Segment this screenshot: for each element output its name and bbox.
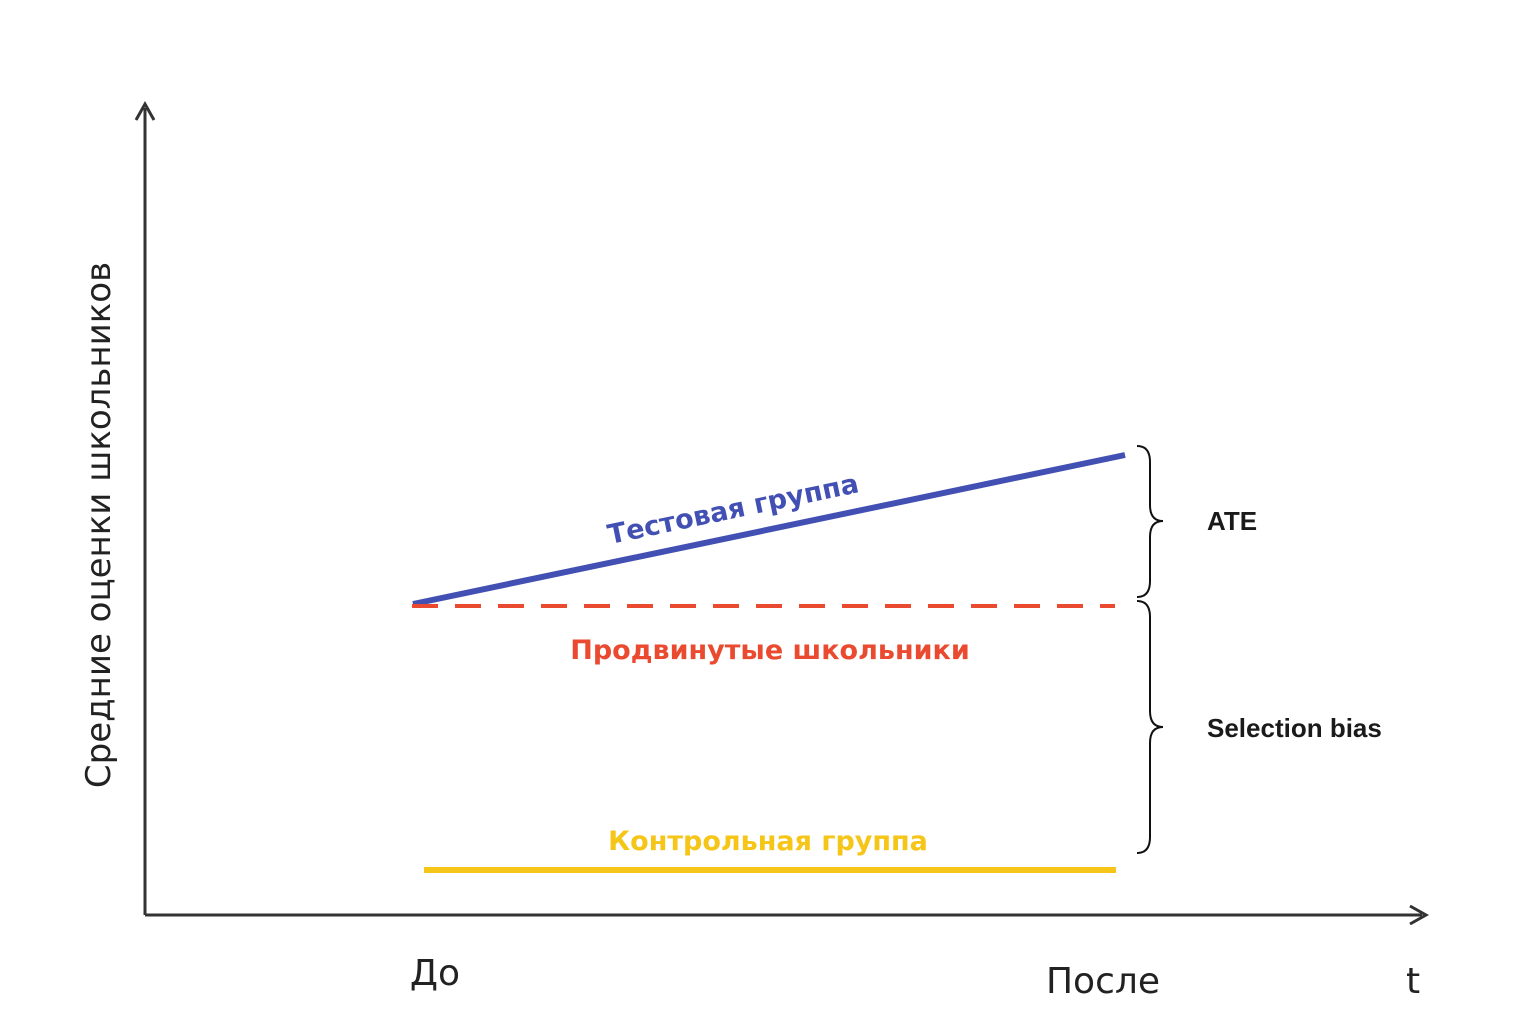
advanced-pupils-label: Продвинутые школьники: [570, 635, 970, 666]
x-axis-label: t: [1406, 961, 1420, 1002]
ate-label: ATE: [1207, 506, 1257, 536]
y-axis-arrow: [134, 100, 156, 121]
selection-bias-label: Selection bias: [1207, 713, 1382, 743]
test-group-line: [412, 452, 1126, 607]
x-tick-after: После: [1046, 961, 1160, 1002]
selection-bias-brace: [1136, 600, 1164, 854]
y-axis-label: Средние оценки школьников: [79, 262, 119, 788]
x-axis-arrow: [1409, 904, 1430, 926]
ate-brace: [1136, 445, 1164, 598]
x-tick-before: До: [410, 953, 460, 994]
control-group-label: Контрольная группа: [608, 826, 928, 857]
